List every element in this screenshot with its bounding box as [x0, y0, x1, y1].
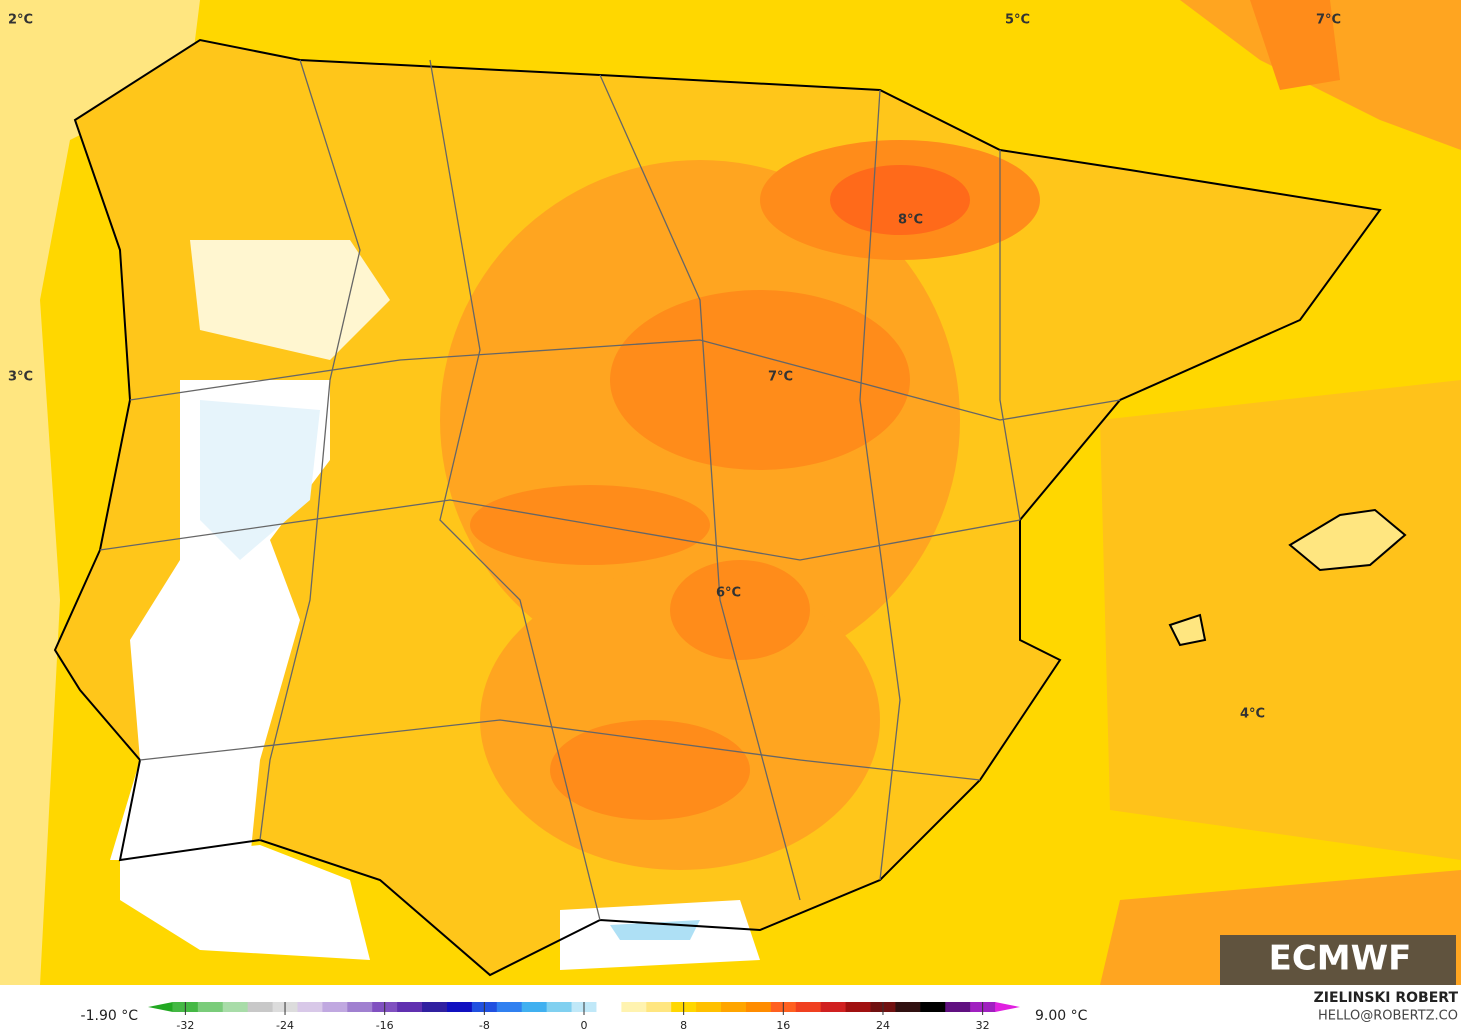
colorbar-segment [496, 1002, 523, 1012]
logo-box [1220, 935, 1456, 985]
coastline [53, 38, 1382, 977]
anomaly-area [830, 165, 970, 235]
map-label: 7°C [768, 370, 793, 385]
colorbar-segment [247, 1002, 274, 1012]
anomaly-area [610, 290, 910, 470]
colorbar-segment [696, 1002, 722, 1012]
map-label: 4°C [1240, 707, 1265, 722]
colorbar-segment [222, 1002, 249, 1012]
anomaly-area [190, 240, 390, 360]
anomaly-area [200, 400, 320, 560]
colorbar-segment [646, 1002, 672, 1012]
colorbar-segment [745, 1002, 772, 1012]
colorbar-segment [546, 1002, 573, 1012]
colorbar-segment [845, 1002, 872, 1012]
region-borders [99, 59, 1121, 921]
colorbar-min-label: -1.90 °C [81, 1008, 139, 1024]
anomaly-area [1250, 0, 1340, 90]
anomaly-area [120, 845, 370, 960]
colorbar-segment [347, 1002, 373, 1012]
colorbar-segment [621, 1002, 647, 1012]
colorbar-segment [521, 1002, 548, 1012]
colorbar-tick-label: 16 [776, 1019, 790, 1032]
anomaly-area [670, 560, 810, 660]
anomaly-area [470, 485, 710, 565]
colorbar-tick-label: -16 [376, 1019, 394, 1032]
sea-pale [0, 0, 200, 985]
colorbar-segment [397, 1002, 423, 1012]
colorbar-tick-label: -32 [176, 1019, 194, 1032]
colorbar-tick-label: 24 [876, 1019, 890, 1032]
map-label: 2°C [8, 13, 33, 28]
colorbar-segment [148, 1002, 173, 1012]
colorbar-segment [721, 1002, 747, 1012]
map-label: 7°C [1316, 13, 1341, 28]
island [1168, 613, 1207, 647]
colorbar-tick-label: -8 [479, 1019, 490, 1032]
colorbar-segment [422, 1002, 448, 1012]
anomaly-area [550, 720, 750, 820]
colorbar-segment [920, 1002, 946, 1012]
map-label: 8°C [898, 213, 923, 228]
colorbar-segment [197, 1002, 224, 1012]
map-label: 5°C [1005, 13, 1030, 28]
colorbar-segment [995, 1002, 1020, 1012]
colorbar-tick-label: -24 [276, 1019, 294, 1032]
colorbar-segment [596, 1002, 622, 1012]
logo: ECMWF [1269, 939, 1412, 979]
colorbar-segment [895, 1002, 921, 1012]
island [1288, 508, 1407, 572]
author: ZIELINSKI ROBERT [1314, 990, 1459, 1006]
colorbar-max-label: 9.00 °C [1035, 1008, 1088, 1024]
colorbar-segment [297, 1002, 323, 1012]
colorbar-segment [945, 1002, 971, 1012]
colorbar-tick-label: 8 [680, 1019, 687, 1032]
colorbar-segment [322, 1002, 348, 1012]
colorbar-tick-label: 32 [976, 1019, 990, 1032]
colorbar-tick-label: 0 [581, 1019, 588, 1032]
colorbar-segment [795, 1002, 822, 1012]
map-label: 6°C [716, 586, 741, 601]
anomaly-area [1100, 380, 1461, 860]
colorbar-segment [446, 1002, 473, 1012]
map-label: 3°C [8, 370, 33, 385]
contact: HELLO@ROBERTZ.CO [1318, 1009, 1458, 1024]
colorbar-segment [820, 1002, 847, 1012]
